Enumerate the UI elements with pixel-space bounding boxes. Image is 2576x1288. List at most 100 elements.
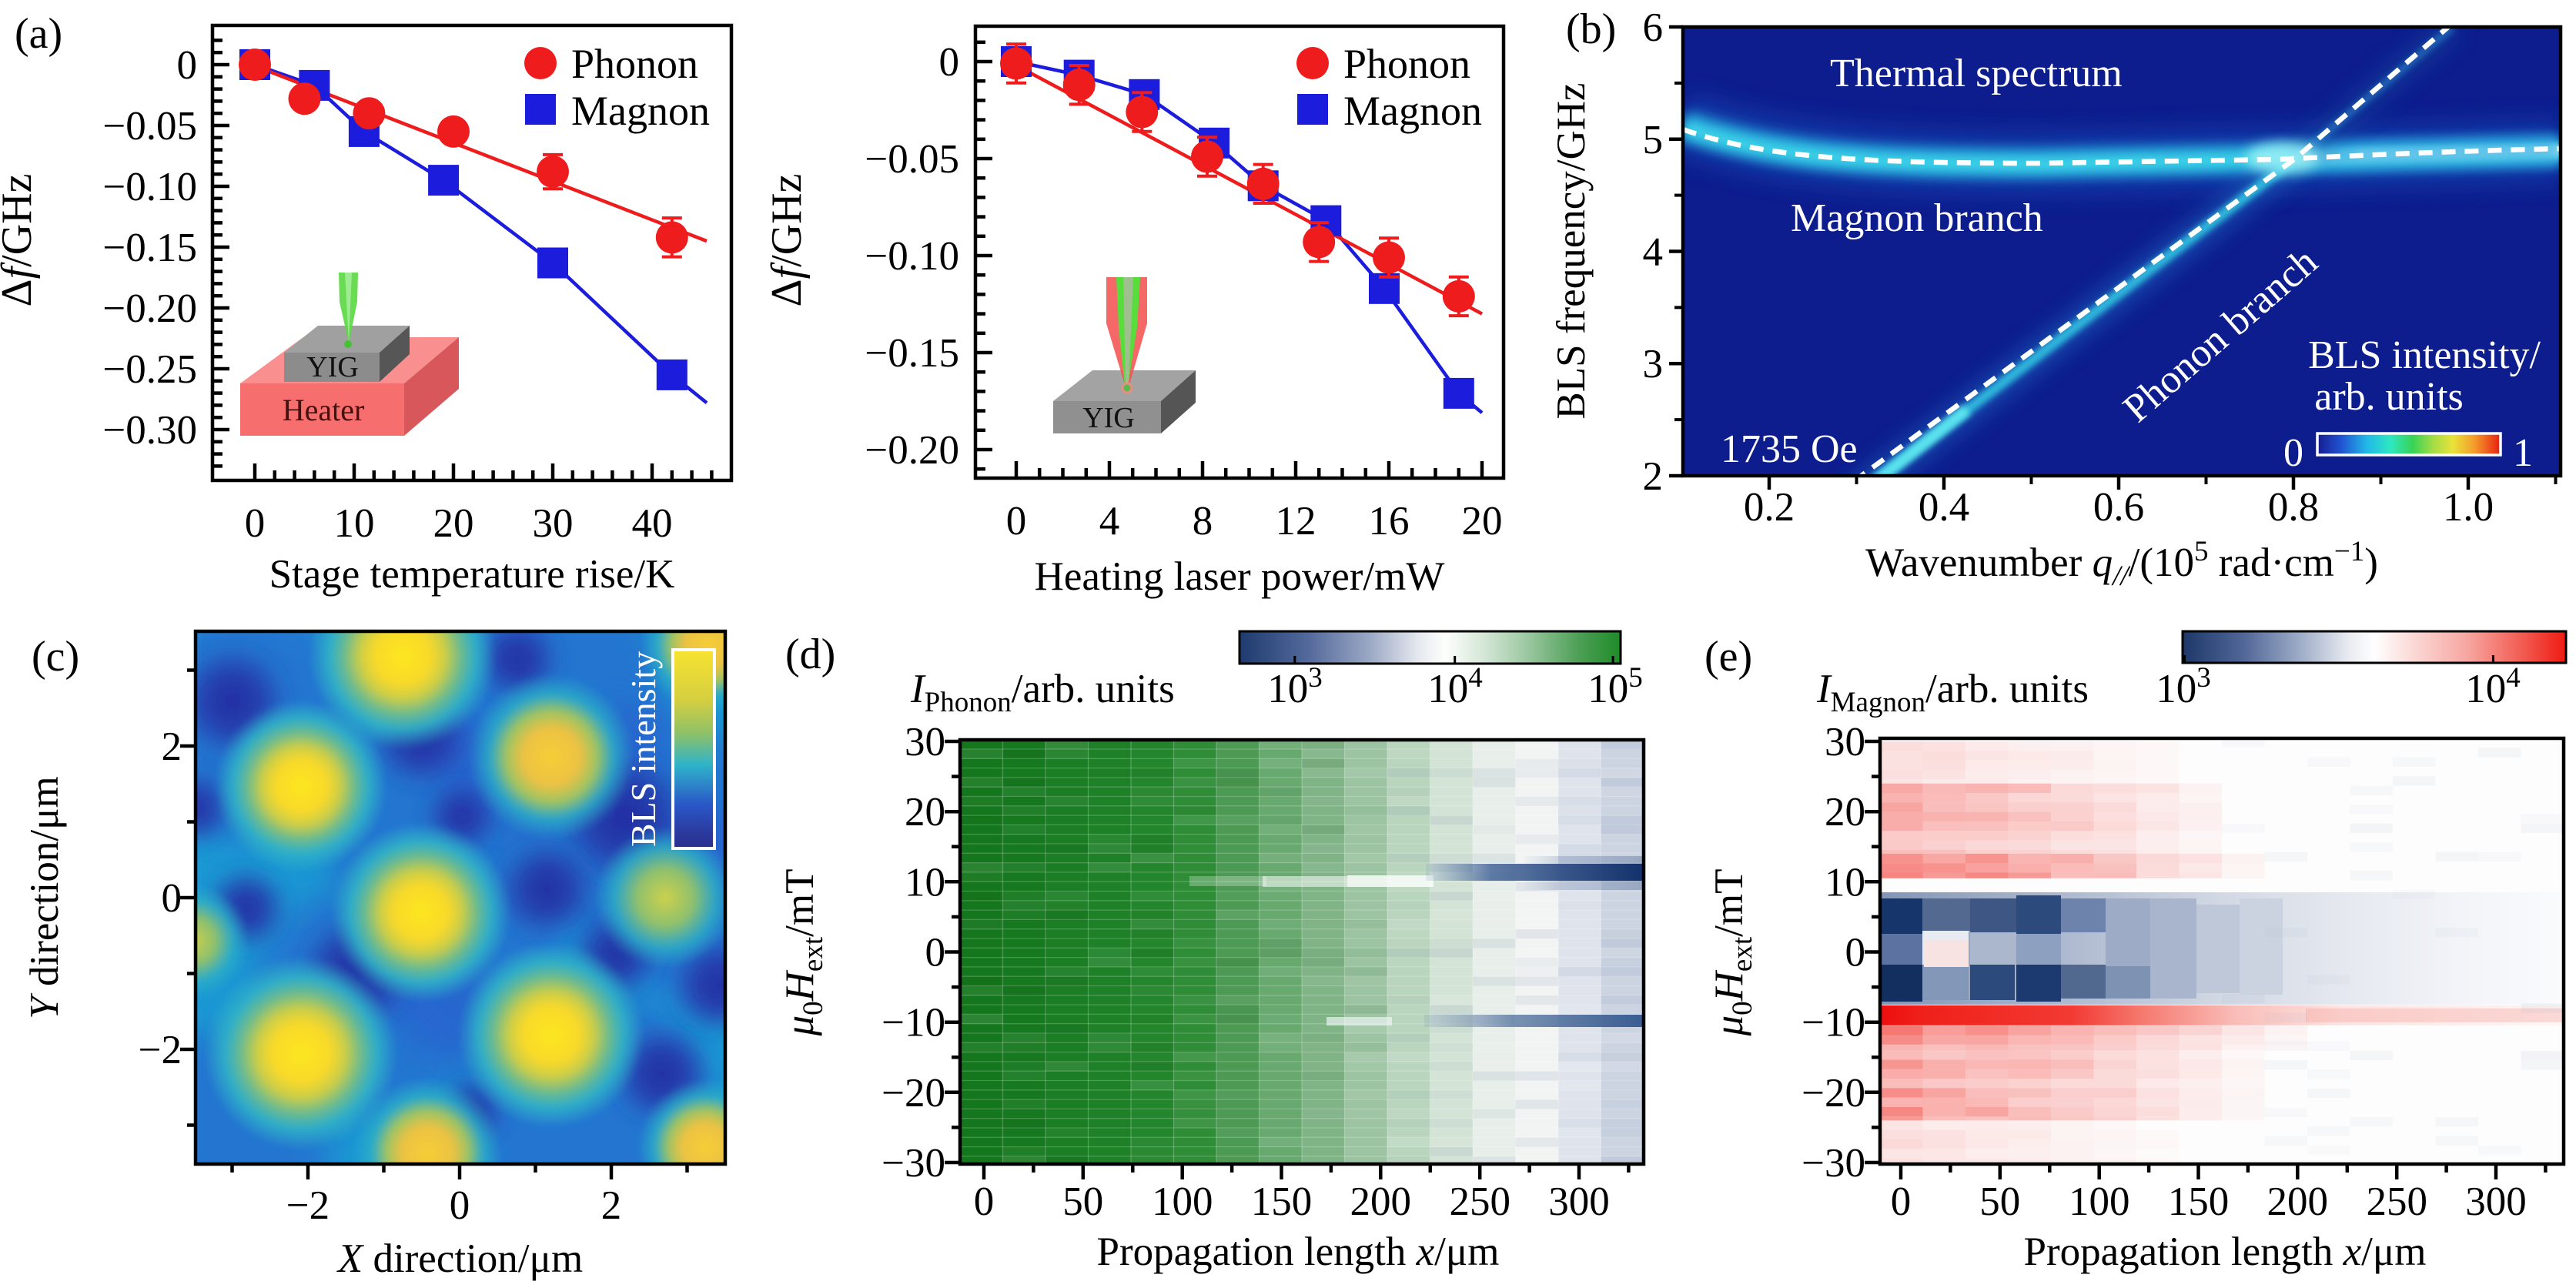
svg-text:2: 2 bbox=[601, 1183, 622, 1228]
svg-text:0: 0 bbox=[2283, 431, 2303, 475]
svg-text:10: 10 bbox=[334, 501, 375, 546]
svg-text:104: 104 bbox=[2465, 662, 2521, 711]
svg-text:105: 105 bbox=[1587, 662, 1643, 711]
svg-text:Δf/GHz: Δf/GHz bbox=[763, 174, 811, 307]
svg-text:50: 50 bbox=[1979, 1179, 2020, 1224]
svg-text:Heater: Heater bbox=[283, 393, 365, 427]
svg-text:2: 2 bbox=[1643, 454, 1664, 499]
svg-text:Propagation length x/μm: Propagation length x/μm bbox=[2023, 1229, 2426, 1274]
svg-text:−20: −20 bbox=[1802, 1071, 1865, 1116]
svg-text:2: 2 bbox=[162, 724, 182, 769]
svg-text:−0.05: −0.05 bbox=[865, 137, 959, 182]
svg-text:10: 10 bbox=[905, 860, 945, 905]
svg-text:0.6: 0.6 bbox=[2093, 485, 2144, 530]
svg-text:Y direction/μm: Y direction/μm bbox=[22, 776, 67, 1019]
svg-text:0: 0 bbox=[162, 876, 182, 921]
svg-text:50: 50 bbox=[1062, 1179, 1103, 1224]
svg-text:300: 300 bbox=[2465, 1179, 2527, 1224]
svg-text:104: 104 bbox=[1427, 662, 1483, 711]
svg-text:200: 200 bbox=[1350, 1179, 1412, 1224]
svg-text:5: 5 bbox=[1643, 118, 1664, 162]
svg-text:μ0Hext/mT: μ0Hext/mT bbox=[1707, 869, 1758, 1037]
svg-text:Δf/GHz: Δf/GHz bbox=[0, 174, 41, 307]
svg-text:12: 12 bbox=[1276, 499, 1316, 544]
svg-text:4: 4 bbox=[1643, 230, 1664, 275]
svg-text:3: 3 bbox=[1643, 342, 1664, 386]
svg-text:30: 30 bbox=[533, 501, 574, 546]
svg-text:Magnon: Magnon bbox=[571, 88, 710, 134]
svg-text:300: 300 bbox=[1548, 1179, 1610, 1224]
svg-text:100: 100 bbox=[1152, 1179, 1213, 1224]
svg-text:0: 0 bbox=[1845, 931, 1866, 975]
svg-text:0: 0 bbox=[925, 931, 946, 975]
svg-text:BLS intensity: BLS intensity bbox=[624, 651, 663, 847]
svg-text:0.2: 0.2 bbox=[1744, 485, 1795, 530]
svg-text:8: 8 bbox=[1193, 499, 1213, 544]
svg-text:150: 150 bbox=[1251, 1179, 1313, 1224]
svg-text:Heating laser power/mW: Heating laser power/mW bbox=[1035, 554, 1445, 599]
svg-text:−10: −10 bbox=[882, 1001, 945, 1045]
svg-text:16: 16 bbox=[1369, 499, 1410, 544]
svg-text:μ0Hext/mT: μ0Hext/mT bbox=[778, 869, 829, 1037]
svg-text:IPhonon/arb. units: IPhonon/arb. units bbox=[910, 667, 1175, 718]
svg-text:4: 4 bbox=[1099, 499, 1120, 544]
svg-text:−0.10: −0.10 bbox=[102, 165, 197, 209]
svg-text:−30: −30 bbox=[1802, 1141, 1865, 1186]
svg-text:0: 0 bbox=[1891, 1179, 1912, 1224]
svg-text:−0.10: −0.10 bbox=[865, 234, 959, 279]
svg-text:6: 6 bbox=[1643, 5, 1664, 50]
svg-text:250: 250 bbox=[2366, 1179, 2427, 1224]
svg-text:BLS intensity/: BLS intensity/ bbox=[2308, 333, 2541, 377]
svg-text:YIG: YIG bbox=[306, 351, 359, 383]
svg-text:−2: −2 bbox=[286, 1183, 330, 1228]
svg-text:Magnon branch: Magnon branch bbox=[1791, 196, 2043, 240]
svg-text:100: 100 bbox=[2069, 1179, 2130, 1224]
svg-text:−2: −2 bbox=[139, 1028, 182, 1072]
svg-text:−0.20: −0.20 bbox=[102, 286, 197, 331]
svg-text:1735 Oe: 1735 Oe bbox=[1721, 427, 1858, 471]
svg-text:−0.20: −0.20 bbox=[865, 428, 959, 473]
svg-text:20: 20 bbox=[1462, 499, 1503, 544]
svg-text:−0.30: −0.30 bbox=[102, 408, 197, 453]
svg-text:40: 40 bbox=[632, 501, 673, 546]
svg-text:0: 0 bbox=[939, 40, 960, 85]
svg-text:(b): (b) bbox=[1566, 5, 1616, 53]
svg-text:0: 0 bbox=[245, 501, 266, 546]
svg-text:−0.05: −0.05 bbox=[102, 104, 197, 149]
svg-text:200: 200 bbox=[2267, 1179, 2329, 1224]
svg-text:0.8: 0.8 bbox=[2268, 485, 2319, 530]
svg-text:Magnon: Magnon bbox=[1343, 88, 1482, 134]
svg-text:103: 103 bbox=[2156, 662, 2211, 711]
svg-text:YIG: YIG bbox=[1082, 402, 1135, 434]
svg-text:20: 20 bbox=[1825, 790, 1865, 835]
svg-text:0: 0 bbox=[1006, 499, 1027, 544]
svg-text:−0.15: −0.15 bbox=[865, 331, 959, 376]
svg-text:10: 10 bbox=[1825, 860, 1865, 905]
svg-text:−10: −10 bbox=[1802, 1001, 1865, 1045]
svg-text:Phonon: Phonon bbox=[1343, 41, 1470, 87]
svg-text:Wavenumber q///(105 rad·cm−1): Wavenumber q///(105 rad·cm−1) bbox=[1865, 536, 2378, 592]
svg-text:103: 103 bbox=[1267, 662, 1323, 711]
svg-text:0: 0 bbox=[974, 1179, 995, 1224]
svg-text:0: 0 bbox=[177, 43, 198, 88]
svg-text:1.0: 1.0 bbox=[2443, 485, 2494, 530]
svg-text:(d): (d) bbox=[785, 631, 835, 678]
svg-text:0.4: 0.4 bbox=[1919, 485, 1969, 530]
svg-text:0: 0 bbox=[450, 1183, 470, 1228]
svg-text:150: 150 bbox=[2168, 1179, 2230, 1224]
svg-text:(c): (c) bbox=[32, 633, 79, 681]
svg-text:Thermal spectrum: Thermal spectrum bbox=[1830, 52, 2123, 95]
svg-text:Propagation length x/μm: Propagation length x/μm bbox=[1096, 1229, 1499, 1274]
svg-text:Phonon: Phonon bbox=[571, 41, 698, 87]
svg-text:(e): (e) bbox=[1705, 633, 1752, 681]
svg-text:20: 20 bbox=[905, 790, 945, 835]
svg-text:−0.15: −0.15 bbox=[102, 226, 197, 270]
svg-text:−30: −30 bbox=[882, 1141, 945, 1186]
svg-text:250: 250 bbox=[1449, 1179, 1510, 1224]
svg-text:X direction/μm: X direction/μm bbox=[336, 1236, 583, 1281]
svg-text:30: 30 bbox=[1825, 720, 1865, 764]
svg-text:IMagnon/arb. units: IMagnon/arb. units bbox=[1816, 667, 2089, 718]
svg-text:arb. units: arb. units bbox=[2314, 375, 2464, 419]
svg-text:BLS frequency/GHz: BLS frequency/GHz bbox=[1549, 82, 1594, 419]
svg-text:−20: −20 bbox=[882, 1071, 945, 1116]
